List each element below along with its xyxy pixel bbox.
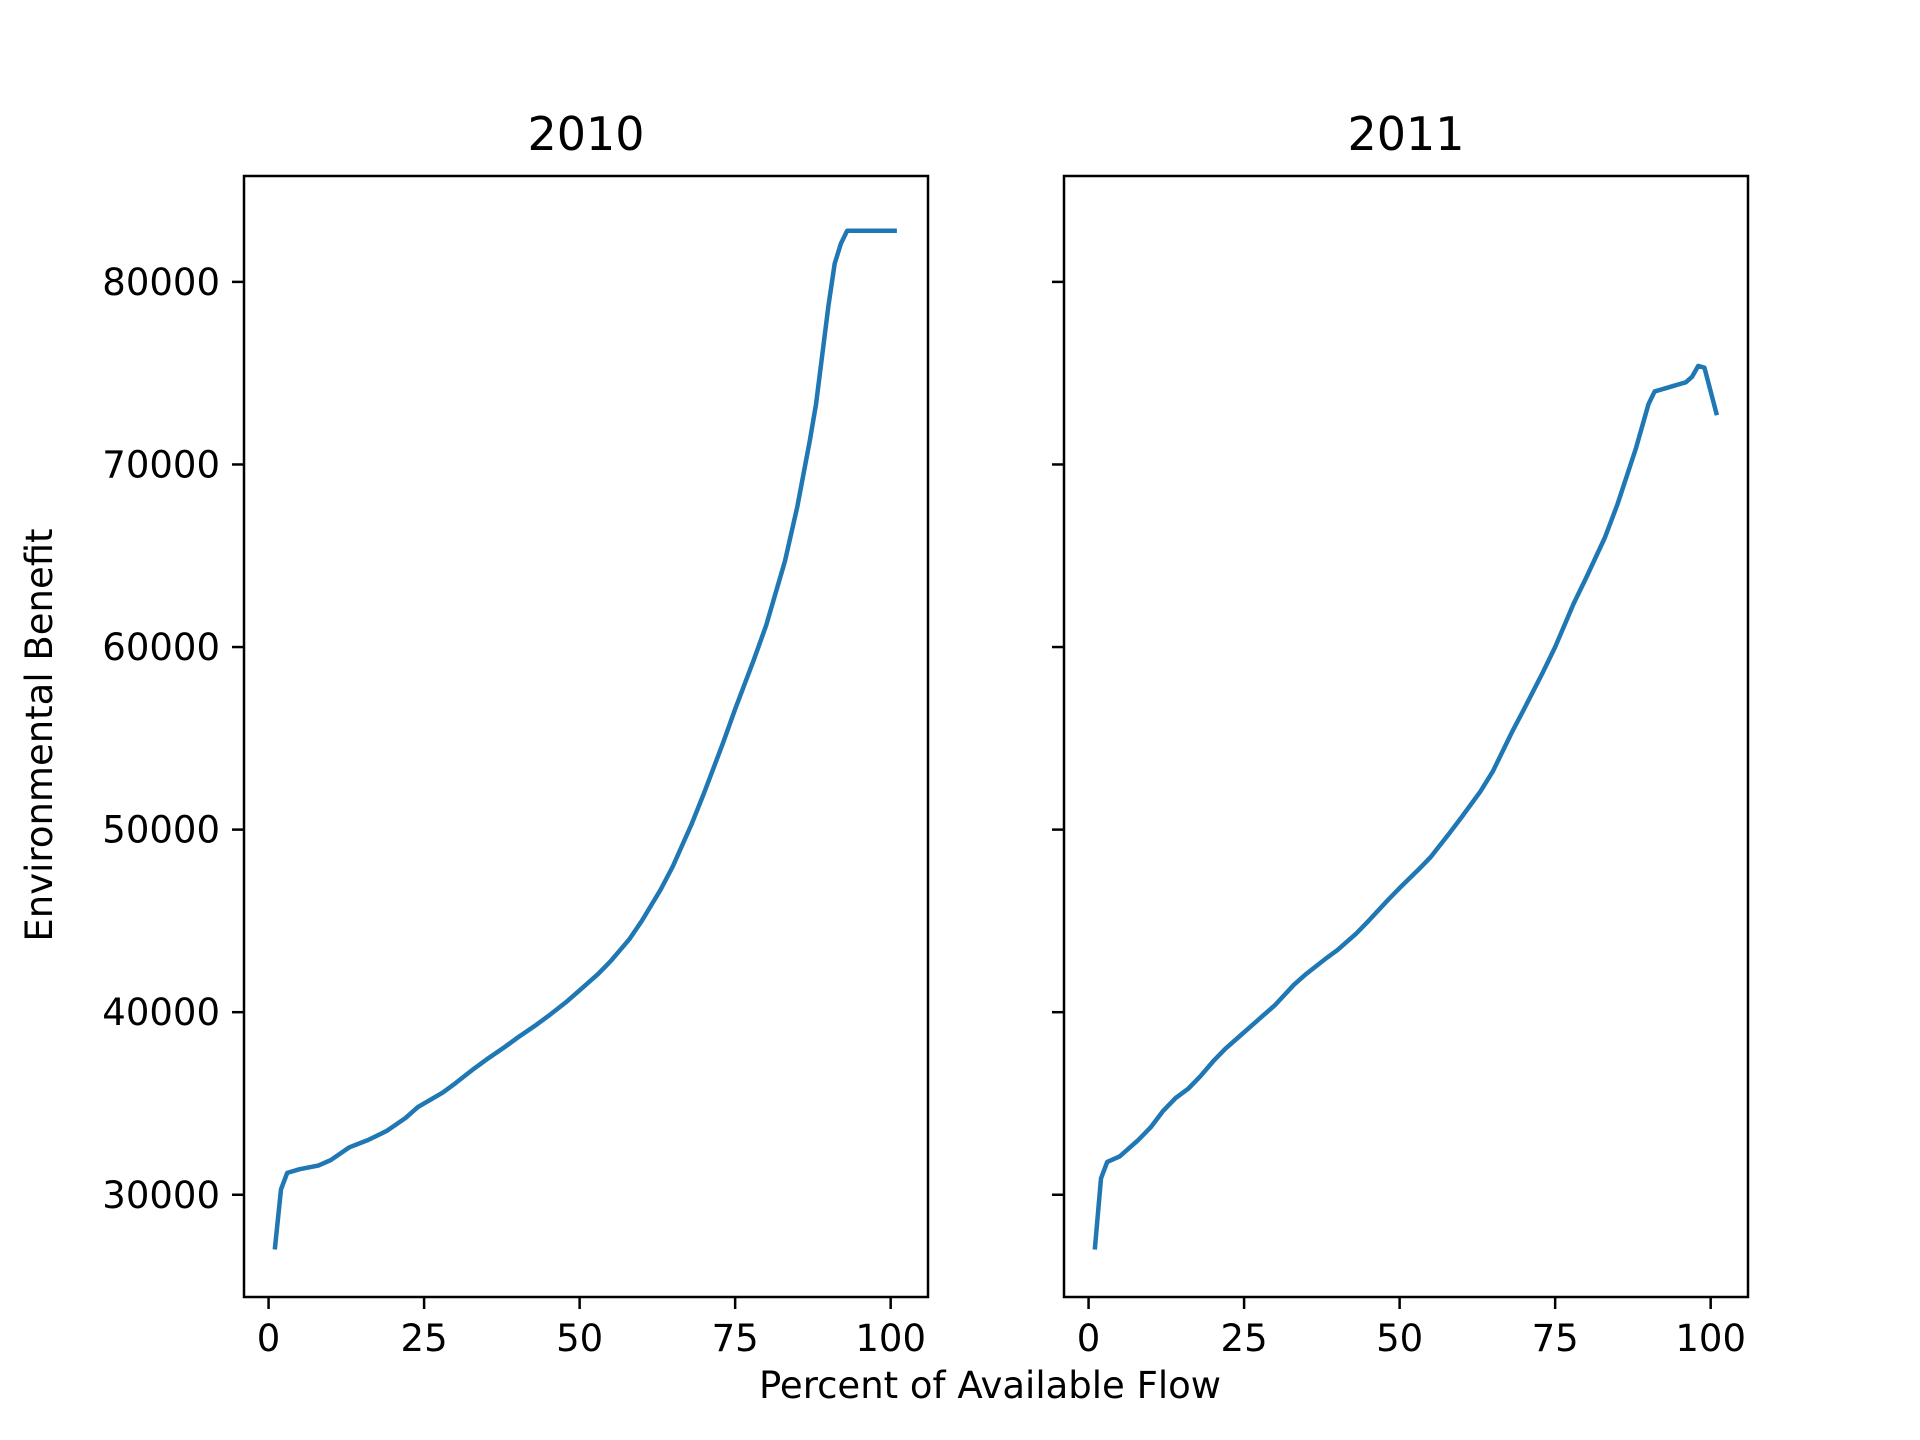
x-tick-label: 25 <box>401 1317 448 1360</box>
panel-2010: 0 25 50 75 100 30000 40000 50000 60000 70000 80000… <box>102 107 930 1360</box>
axes-frame <box>242 174 930 1299</box>
panel-title: 2011 <box>1347 107 1464 161</box>
x-tick-label: 25 <box>1221 1317 1268 1360</box>
y-tick-label: 80000 <box>102 261 220 304</box>
panel-title: 2010 <box>527 107 644 161</box>
x-tick-label: 50 <box>556 1317 603 1360</box>
series-line <box>272 228 897 1250</box>
axes-frame <box>1062 174 1750 1299</box>
x-axis-label: Percent of Available Flow <box>759 1364 1221 1407</box>
x-tick-label: 75 <box>712 1317 759 1360</box>
x-tick-label: 100 <box>855 1317 926 1360</box>
y-tick-label: 40000 <box>102 991 220 1034</box>
y-tick-label: 70000 <box>102 443 220 486</box>
x-tick-label: 100 <box>1675 1317 1746 1360</box>
y-tick-label: 60000 <box>102 626 220 669</box>
y-axis-label: Environmental Benefit <box>18 528 61 941</box>
x-tick-label: 0 <box>257 1317 281 1360</box>
y-tick-label: 50000 <box>102 809 220 852</box>
panel-2011: 0 25 50 75 100 2011 <box>1052 107 1750 1360</box>
x-tick-label: 75 <box>1532 1317 1579 1360</box>
x-tick-label: 50 <box>1376 1317 1423 1360</box>
series-line <box>1092 363 1720 1250</box>
x-tick-label: 0 <box>1077 1317 1101 1360</box>
y-tick-label: 30000 <box>102 1174 220 1217</box>
